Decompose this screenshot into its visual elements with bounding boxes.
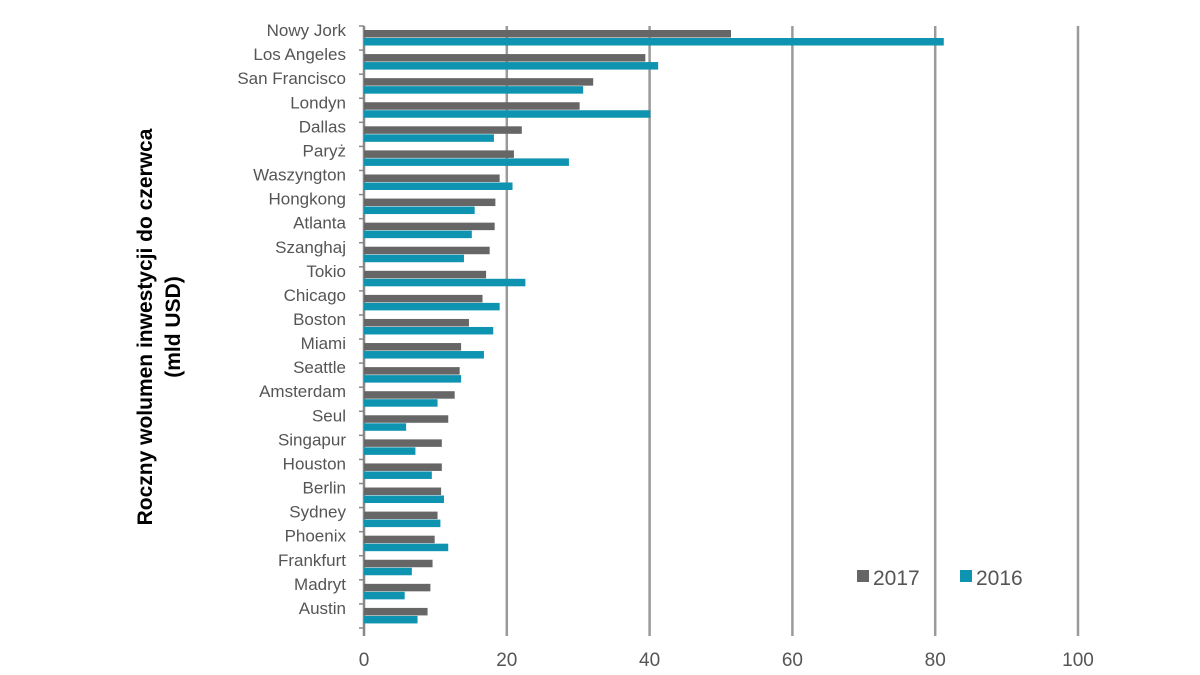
category-label: Los Angeles <box>253 45 346 64</box>
category-label: Amsterdam <box>259 382 346 401</box>
bar-2017-madryt <box>364 583 431 592</box>
category-label: Paryż <box>303 141 346 160</box>
y-axis-title-line-2: (mld USD) <box>162 276 185 378</box>
y-axis-title: Roczny wolumen inwestycji do czerwca (ml… <box>134 128 185 525</box>
bar-2016-nowy-jork <box>364 38 944 46</box>
bar-2016-boston <box>364 326 494 335</box>
bar-2016-dallas <box>364 134 494 142</box>
bar-2016-tokio <box>364 278 526 287</box>
bar-2016-hongkong <box>364 206 475 215</box>
bar-2017-hongkong <box>364 198 496 207</box>
category-label: Seul <box>312 406 346 425</box>
bar-2017-nowy-jork <box>364 30 731 38</box>
category-label: Hongkong <box>268 190 346 209</box>
category-label: San Francisco <box>237 69 346 88</box>
x-tick-label: 0 <box>359 650 370 671</box>
bar-2016-berlin <box>364 495 444 504</box>
bar-2017-sydney <box>364 511 438 520</box>
bar-2017-amsterdam <box>364 391 455 399</box>
category-label: Waszyngton <box>253 166 346 185</box>
bar-2016-seattle <box>364 375 462 383</box>
bar-2017-san-francisco <box>364 78 594 86</box>
bar-2016-phoenix <box>364 543 449 552</box>
legend-swatch-2016 <box>960 570 972 582</box>
bar-2016-madryt <box>364 591 405 600</box>
bar-2017-miami <box>364 343 462 351</box>
bar-2017-seul <box>364 415 449 423</box>
category-label: Sydney <box>289 503 346 522</box>
bar-2016-austin <box>364 615 418 624</box>
bar-2016-sydney <box>364 519 441 528</box>
category-label: Tokio <box>306 262 346 281</box>
legend-swatch-2017 <box>857 570 869 582</box>
bar-2016-amsterdam <box>364 399 438 407</box>
category-label: Dallas <box>299 117 346 136</box>
category-label: Boston <box>293 310 346 329</box>
category-label: Chicago <box>284 286 346 305</box>
x-tick-label: 80 <box>925 650 946 671</box>
bar-2016-paryż <box>364 158 569 166</box>
bar-2017-atlanta <box>364 222 495 231</box>
bar-2016-atlanta <box>364 230 472 239</box>
category-label: Madryt <box>294 575 346 594</box>
bar-2016-miami <box>364 351 484 359</box>
bar-2016-londyn <box>364 110 651 118</box>
bar-2016-san-francisco <box>364 86 584 94</box>
bar-2016-seul <box>364 423 407 431</box>
x-tick-label: 20 <box>496 650 517 671</box>
category-label: Londyn <box>290 93 346 112</box>
x-tick-label: 100 <box>1062 650 1094 671</box>
category-label: Houston <box>283 454 346 473</box>
category-label: Seattle <box>293 358 346 377</box>
bar-2017-austin <box>364 607 428 616</box>
category-label: Singapur <box>278 430 346 449</box>
y-axis-title-line-1: Roczny wolumen inwestycji do czerwca <box>134 128 157 525</box>
bar-2017-londyn <box>364 102 580 110</box>
bar-2017-chicago <box>364 294 483 303</box>
bar-2016-waszyngton <box>364 182 513 190</box>
bar-2017-frankfurt <box>364 559 433 568</box>
x-tick-label: 40 <box>639 650 660 671</box>
bar-2016-los-angeles <box>364 62 659 70</box>
bar-2017-los-angeles <box>364 54 646 62</box>
bar-2016-houston <box>364 471 432 479</box>
bar-2017-phoenix <box>364 535 435 544</box>
category-label: Miami <box>301 334 346 353</box>
bar-2017-tokio <box>364 270 487 279</box>
category-label: Frankfurt <box>278 551 346 570</box>
bar-2017-dallas <box>364 126 522 134</box>
bar-2017-seattle <box>364 367 460 375</box>
category-label: Nowy Jork <box>267 21 347 40</box>
category-label: Szanghaj <box>275 238 346 257</box>
bar-2017-paryż <box>364 150 514 158</box>
bar-2017-berlin <box>364 487 442 496</box>
bar-2016-singapur <box>364 447 416 455</box>
category-label: Atlanta <box>293 214 346 233</box>
bar-2017-boston <box>364 318 469 327</box>
x-tick-label: 60 <box>782 650 803 671</box>
bar-2017-singapur <box>364 439 442 447</box>
category-label: Berlin <box>303 479 346 498</box>
legend-label-2016: 2016 <box>976 567 1023 590</box>
bar-2016-chicago <box>364 302 500 311</box>
bar-2016-frankfurt <box>364 567 412 576</box>
legend-label-2017: 2017 <box>873 567 920 590</box>
category-label: Phoenix <box>285 527 347 546</box>
category-label: Austin <box>299 599 346 618</box>
bar-2017-waszyngton <box>364 174 500 182</box>
bar-2017-szanghaj <box>364 246 490 255</box>
bar-2017-houston <box>364 463 442 471</box>
bar-2016-szanghaj <box>364 254 464 263</box>
